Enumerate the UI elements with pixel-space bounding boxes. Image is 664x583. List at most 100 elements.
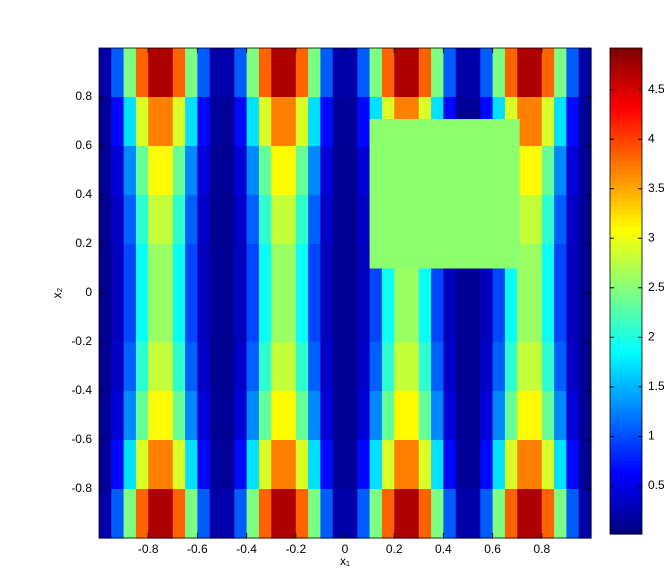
cell [443, 293, 457, 343]
cell [185, 244, 198, 294]
colorbar-step [610, 299, 642, 304]
colorbar-step [610, 92, 642, 98]
colorbar-step [610, 335, 642, 341]
cell [246, 342, 260, 392]
colorbar-step [610, 303, 642, 308]
cell [455, 342, 469, 392]
cell [541, 146, 555, 196]
cell [394, 489, 408, 539]
cell [529, 146, 543, 196]
colorbar-step [610, 412, 642, 418]
cell [529, 97, 543, 147]
colorbar-step [610, 307, 642, 312]
cell [271, 293, 285, 343]
cell [443, 342, 457, 392]
y-tick-label: -0.2 [71, 334, 92, 348]
cell [320, 48, 334, 98]
colorbar-step [610, 501, 642, 507]
cell [566, 342, 580, 392]
cell [431, 440, 444, 490]
cell [234, 342, 248, 392]
colorbar-step [610, 505, 642, 511]
cell [209, 97, 223, 147]
cell [357, 195, 371, 245]
cell [197, 97, 211, 147]
cell [123, 97, 137, 147]
colorbar-step [610, 424, 642, 430]
cell [455, 391, 469, 441]
cell [295, 440, 309, 490]
cell [320, 195, 334, 245]
colorbar-step [610, 145, 642, 150]
cell [258, 146, 272, 196]
cell [455, 48, 469, 98]
colorbar-step [610, 197, 642, 203]
cell [308, 489, 321, 539]
cell [345, 342, 358, 392]
cell [160, 293, 174, 343]
cell [566, 146, 580, 196]
cell [246, 244, 260, 294]
cell [160, 146, 174, 196]
colorbar-step [610, 169, 642, 175]
colorbar-step [610, 465, 642, 470]
cell [492, 489, 506, 539]
colorbar-step [610, 291, 642, 296]
cell [320, 293, 334, 343]
colorbar-step [610, 165, 642, 171]
colorbar-step [610, 133, 642, 138]
cell [148, 244, 162, 294]
colorbar-step [610, 250, 642, 256]
cell [566, 97, 580, 147]
cell [111, 244, 125, 294]
cell [123, 391, 137, 441]
colorbar-step [610, 189, 642, 195]
cell [480, 293, 494, 343]
cell [431, 391, 444, 441]
cell [529, 342, 543, 392]
cell [258, 391, 272, 441]
colorbar-step [610, 60, 642, 65]
cell [431, 489, 444, 539]
cell [394, 293, 408, 343]
cell [554, 195, 567, 245]
cell [566, 489, 580, 539]
cell [320, 391, 334, 441]
cell [123, 342, 137, 392]
cell [431, 48, 444, 98]
colorbar-step [610, 493, 642, 499]
colorbar-step [610, 274, 642, 280]
cell [271, 244, 285, 294]
cell [148, 48, 162, 98]
cell [443, 440, 457, 490]
cell [234, 293, 248, 343]
cell [172, 342, 186, 392]
cell [135, 391, 149, 441]
cell [578, 48, 592, 98]
colorbar-step [610, 420, 642, 426]
colorbar-step [610, 185, 642, 191]
cell [99, 391, 112, 441]
cell [197, 489, 211, 539]
cell [111, 48, 125, 98]
colorbar-step [610, 359, 642, 365]
colorbar-step [610, 242, 642, 248]
colorbar-step [610, 351, 642, 357]
cell [135, 489, 149, 539]
cell [99, 342, 112, 392]
colorbar-step [610, 88, 642, 94]
cell [209, 293, 223, 343]
cell [185, 489, 198, 539]
cell [492, 342, 506, 392]
cell [234, 489, 248, 539]
cell [578, 146, 592, 196]
cell [271, 195, 285, 245]
cell [185, 195, 198, 245]
cell [566, 391, 580, 441]
colorbar-step [610, 521, 642, 527]
x-axis-label: x₁ [340, 554, 350, 568]
cell [295, 293, 309, 343]
cell [209, 440, 223, 490]
cell [320, 244, 334, 294]
colorbar-step [610, 319, 642, 324]
